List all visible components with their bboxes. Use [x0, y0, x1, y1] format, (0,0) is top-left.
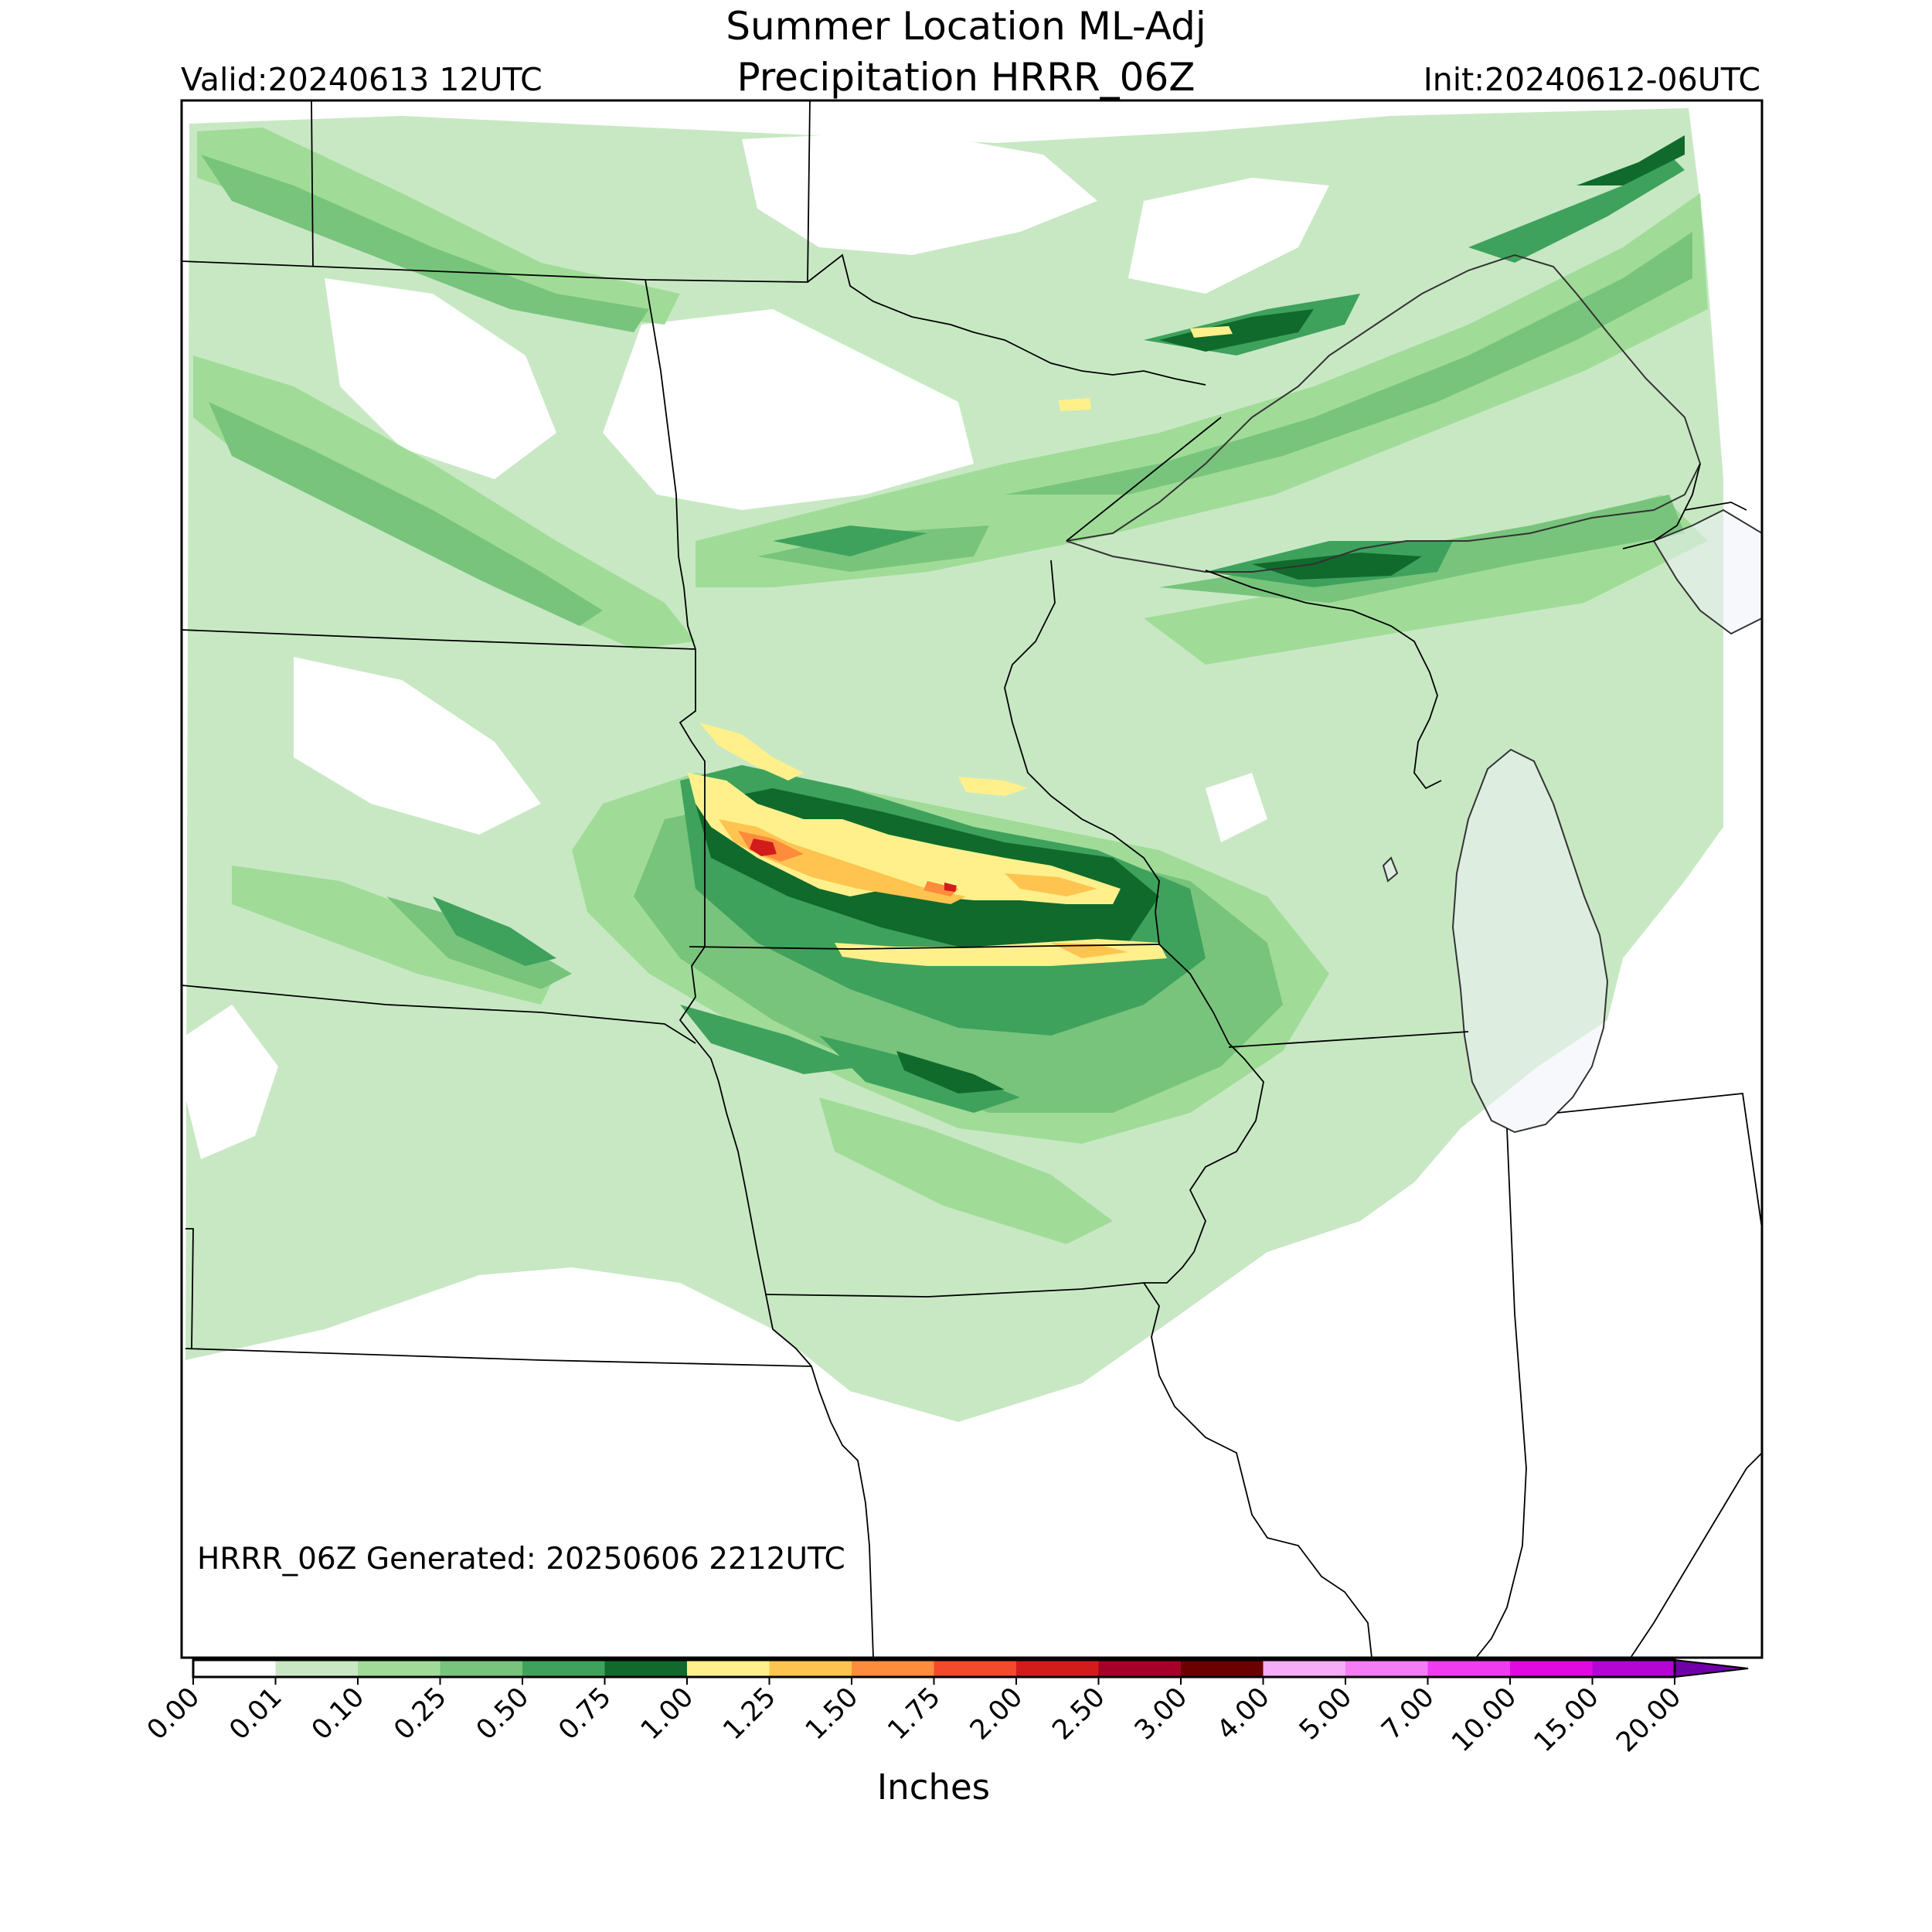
no-precip-areas: [185, 131, 1762, 1658]
colorbar-swatch: [852, 1660, 934, 1677]
generated-note: HRRR_06Z Generated: 20250606 2212UTC: [197, 1542, 845, 1577]
colorbar-tick-label: 4.00: [1211, 1682, 1275, 1746]
colorbar-tick-label: 2.00: [964, 1682, 1029, 1746]
colorbar-tick-label: 0.01: [223, 1682, 287, 1746]
colorbar-swatch: [769, 1660, 852, 1677]
lake-michigan: [1451, 748, 1609, 1134]
colorbar-tick-label: 1.50: [800, 1682, 864, 1746]
lake-huron: [1652, 509, 1762, 635]
colorbar-swatch: [1345, 1660, 1428, 1677]
colorbar-swatch: [1098, 1660, 1182, 1677]
colorbar-tick-label: 0.25: [388, 1682, 452, 1746]
colorbar-swatch: [1427, 1660, 1511, 1677]
map-title-line1: Summer Location ML-Adj: [726, 4, 1206, 49]
colorbar-tick-label: 0.00: [141, 1682, 206, 1746]
colorbar-swatch: [1181, 1660, 1264, 1677]
colorbar-tick-label: 3.00: [1129, 1682, 1193, 1746]
colorbar-tick-label: 0.10: [306, 1682, 370, 1746]
colorbar-swatch: [1592, 1660, 1675, 1677]
colorbar-swatch: [1510, 1660, 1593, 1677]
colorbar-swatch: [358, 1660, 440, 1677]
colorbar-tick-label: 1.00: [635, 1682, 699, 1746]
colorbar-swatch: [193, 1660, 276, 1677]
valid-time-label: Valid:20240613 12UTC: [181, 61, 543, 98]
lake-winnebago: [1382, 856, 1399, 883]
colorbar-swatch: [604, 1660, 688, 1677]
colorbar-label: Inches: [877, 1767, 990, 1808]
colorbar-tick-label: 1.25: [717, 1682, 781, 1746]
lake-superior: [1066, 253, 1702, 573]
colorbar: 0.00 0.01 0.10 0.25 0.50 0.75 1.00 1.25 1.50 1.75…: [141, 1658, 1749, 1758]
colorbar-swatch: [687, 1660, 770, 1677]
colorbar-tick-label: 20.00: [1611, 1682, 1687, 1758]
colorbar-tick-label: 0.50: [471, 1682, 535, 1746]
colorbar-tick-label: 7.00: [1376, 1682, 1440, 1746]
colorbar-tick-label: 5.00: [1294, 1682, 1358, 1746]
state-borders: [182, 100, 1762, 1658]
colorbar-swatch: [1016, 1660, 1099, 1677]
colorbar-swatch: [440, 1660, 523, 1677]
precip-1.25-1.50: [719, 819, 1128, 958]
precip-2.00-2.50: [750, 838, 957, 892]
init-time-label: Init:20240612-06UTC: [1423, 61, 1760, 98]
colorbar-swatch: [1263, 1660, 1346, 1677]
colorbar-tick-label: 0.75: [553, 1682, 617, 1746]
colorbar-extend-arrow: [1674, 1658, 1749, 1679]
colorbar-swatch: [522, 1660, 605, 1677]
map-frame: [180, 99, 1764, 1659]
colorbar-tick-label: 10.00: [1446, 1682, 1522, 1758]
colorbar-swatch: [934, 1660, 1017, 1677]
great-lakes: [1066, 253, 1762, 1134]
map-area: [182, 100, 1762, 1658]
colorbar-tick-label: 15.00: [1529, 1682, 1605, 1758]
map-title-line2: Precipitation HRRR_06Z: [736, 55, 1196, 100]
colorbar-swatch: [275, 1660, 359, 1677]
colorbar-tick-label: 2.50: [1046, 1682, 1111, 1746]
colorbar-tick-label: 1.75: [882, 1682, 946, 1746]
